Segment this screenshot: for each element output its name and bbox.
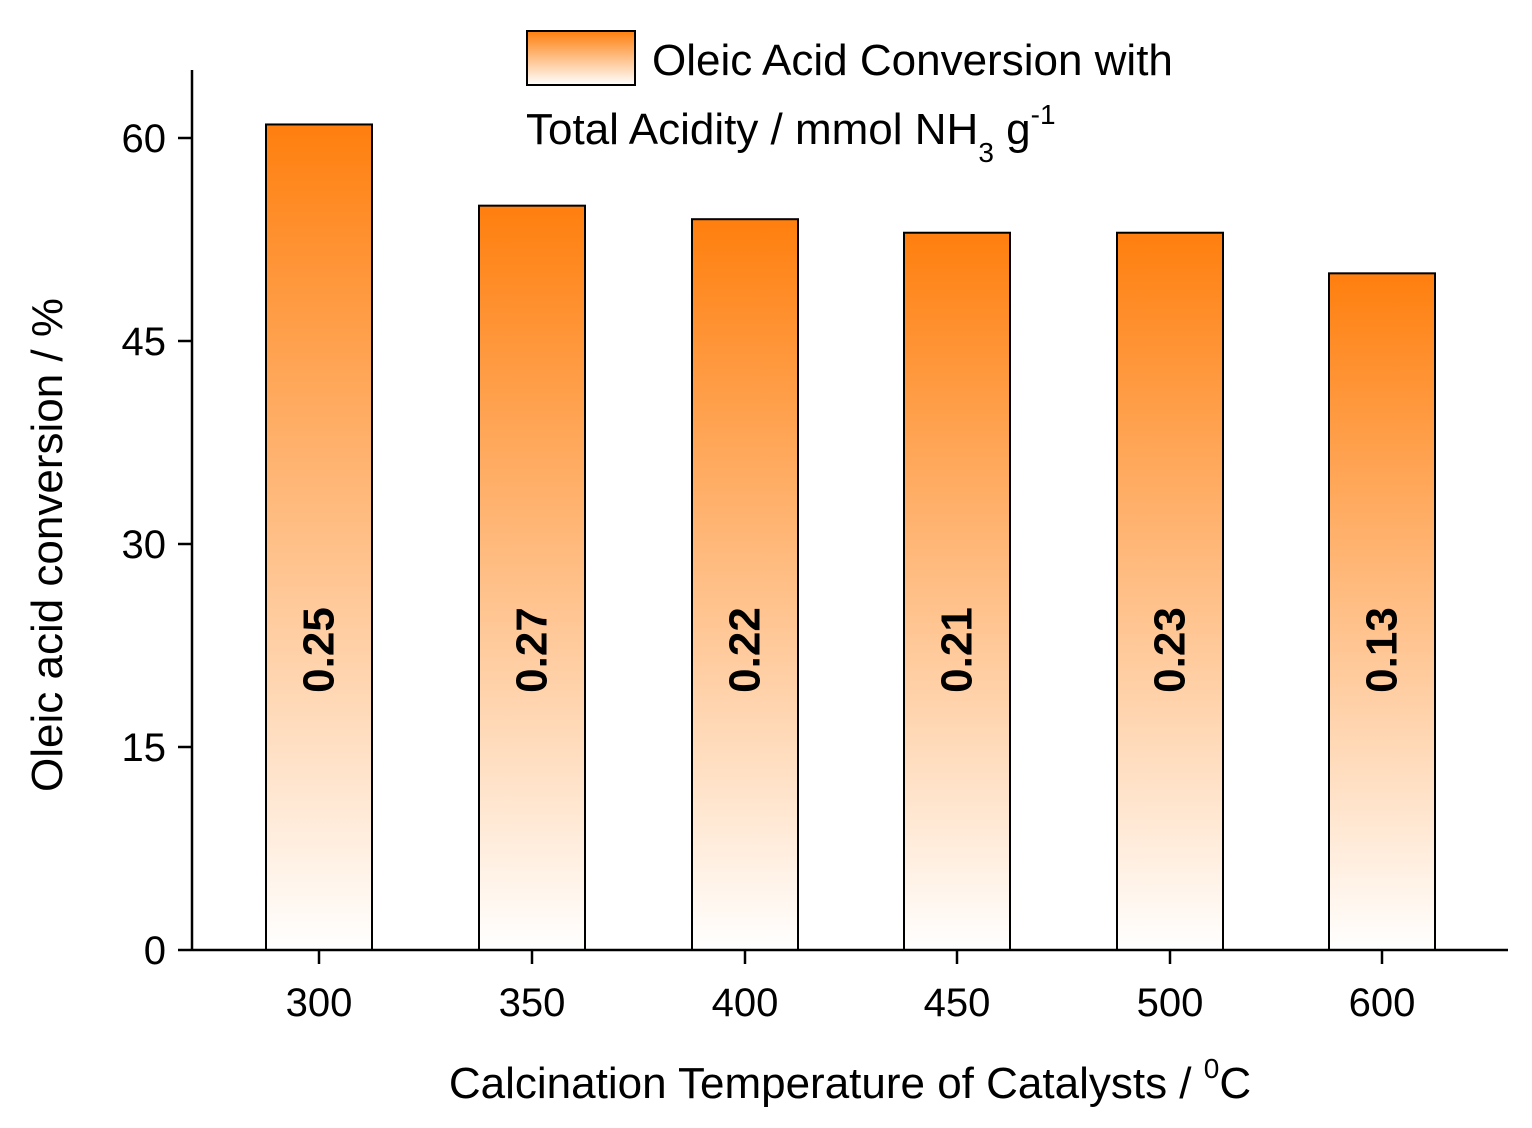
y-tick-label-0: 0 bbox=[144, 929, 166, 973]
bar-label-600: 0.13 bbox=[1358, 607, 1407, 693]
legend-swatch bbox=[526, 30, 636, 86]
bar-label-500: 0.23 bbox=[1146, 607, 1195, 693]
bar-400 bbox=[691, 218, 799, 951]
bar-label-300: 0.25 bbox=[295, 607, 344, 693]
x-tick-label-350: 350 bbox=[499, 981, 566, 1025]
legend-line-1: Oleic Acid Conversion with bbox=[652, 36, 1173, 85]
axes: 0 15 30 45 60 300 350 400 450 500 600 bbox=[122, 70, 1508, 1025]
bar-300 bbox=[265, 123, 373, 951]
bar-series: 0.25 0.27 0.22 0.21 0.23 0.13 bbox=[265, 123, 1436, 952]
x-tick-label-500: 500 bbox=[1137, 981, 1204, 1025]
bar-500 bbox=[1116, 231, 1224, 951]
x-axis-title: Calcination Temperature of Catalysts / 0… bbox=[449, 1053, 1251, 1108]
x-tick-label-300: 300 bbox=[286, 981, 353, 1025]
y-tick-label-15: 15 bbox=[122, 726, 167, 770]
y-tick-label-30: 30 bbox=[122, 523, 167, 567]
bar-350 bbox=[478, 204, 586, 951]
bar-450 bbox=[903, 231, 1011, 951]
x-tick-label-600: 600 bbox=[1349, 981, 1416, 1025]
y-axis-title: Oleic acid conversion / % bbox=[23, 298, 72, 792]
legend-line-2: Total Acidity / mmol NH3 g-1 bbox=[526, 99, 1056, 168]
legend: Oleic Acid Conversion with Total Acidity… bbox=[526, 30, 1173, 168]
y-tick-label-45: 45 bbox=[122, 320, 167, 364]
bar-label-400: 0.22 bbox=[721, 607, 770, 693]
x-tick-label-400: 400 bbox=[712, 981, 779, 1025]
bar-600 bbox=[1328, 272, 1436, 952]
bar-label-450: 0.21 bbox=[933, 607, 982, 693]
x-tick-label-450: 450 bbox=[924, 981, 991, 1025]
y-tick-label-60: 60 bbox=[122, 117, 167, 161]
bar-label-350: 0.27 bbox=[508, 607, 557, 693]
